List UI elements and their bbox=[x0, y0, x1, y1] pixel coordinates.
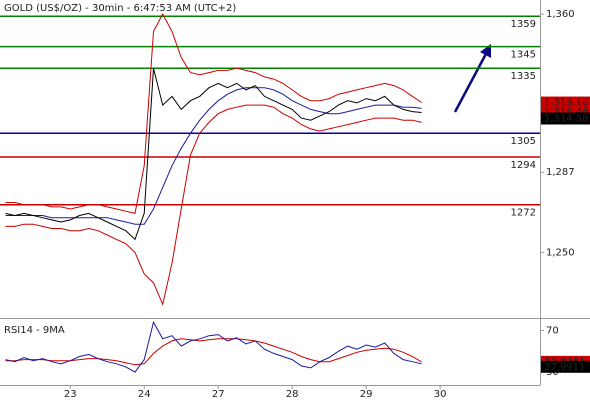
price-label: 1,316.48 bbox=[544, 106, 589, 117]
series-line bbox=[5, 104, 422, 307]
forecast-arrow bbox=[453, 49, 490, 113]
x-tick-label: 27 bbox=[212, 389, 225, 400]
level-label: 1335 bbox=[511, 71, 536, 82]
level-label: 1359 bbox=[511, 19, 536, 30]
x-tick-label: 24 bbox=[138, 389, 151, 400]
rsi-title: RSI14 - 9MA bbox=[4, 325, 65, 336]
forecast-arrow-head bbox=[480, 44, 491, 58]
x-tick-label: 30 bbox=[434, 389, 447, 400]
series-line bbox=[5, 13, 422, 215]
level-label: 1305 bbox=[511, 136, 536, 147]
x-tick-label: 28 bbox=[286, 389, 299, 400]
chart-title: GOLD (US$/OZ) - 30min - 6:47:53 AM (UTC+… bbox=[4, 3, 236, 14]
price-label: 1,314.58 bbox=[544, 113, 589, 124]
series-line bbox=[5, 320, 422, 373]
series-line bbox=[5, 338, 422, 366]
x-tick-label: 29 bbox=[360, 389, 373, 400]
series-line bbox=[5, 68, 422, 241]
x-tick-label: 23 bbox=[64, 389, 77, 400]
y-tick-label: 70 bbox=[546, 325, 559, 336]
price-label-box bbox=[541, 360, 590, 373]
y-tick-label: 1,287 bbox=[546, 167, 575, 178]
price-label-box bbox=[541, 112, 590, 125]
y-tick-label: 1,360 bbox=[546, 9, 575, 20]
level-label: 1294 bbox=[511, 160, 536, 171]
price-label: 37.9911 bbox=[544, 362, 585, 373]
level-label: 1272 bbox=[511, 208, 536, 219]
price-label: 1,319.16 bbox=[544, 98, 589, 109]
y-tick-label: 1,250 bbox=[546, 247, 575, 258]
level-label: 1345 bbox=[511, 50, 536, 61]
